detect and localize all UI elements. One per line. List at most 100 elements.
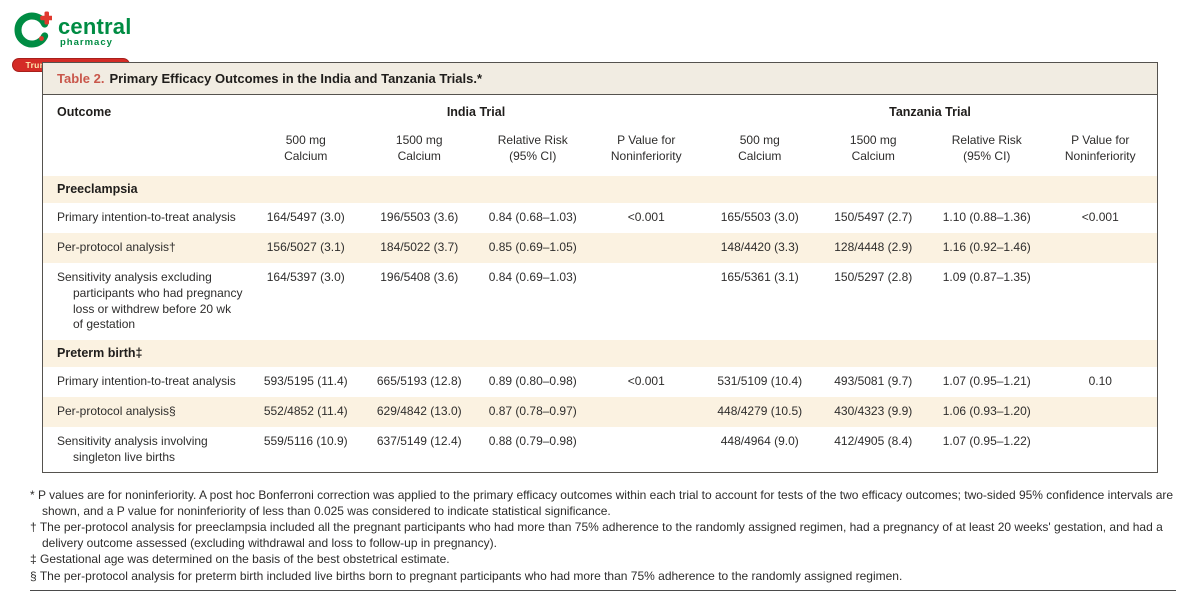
table-cell: 1.10 (0.88–1.36): [942, 210, 1031, 225]
col-header-line: P Value for: [617, 133, 676, 147]
table-cell: [590, 263, 704, 340]
table-cell: 493/5081 (9.7): [834, 374, 913, 389]
col-header-india-pvalue: P Value for Noninferiority: [590, 133, 704, 164]
table-number-label: Table 2.: [57, 71, 105, 86]
table-cell: [590, 233, 704, 263]
table-cell: 165/5361 (3.1): [720, 269, 799, 284]
table-row: Sensitivity analysis involving singleton…: [43, 427, 1157, 473]
tanzania-trial-group-header: Tanzania Trial: [889, 105, 971, 119]
footnote-symbol: §: [30, 568, 37, 583]
table-row: Per-protocol analysis† 156/5027 (3.1) 18…: [43, 233, 1157, 263]
table-cell: 196/5408 (3.6): [380, 269, 459, 284]
table-cell: 0.85 (0.69–1.05): [488, 240, 577, 255]
footnote: ‡ Gestational age was determined on the …: [30, 552, 1176, 568]
col-header-line: 500 mg: [285, 133, 326, 147]
col-header-line: Noninferiority: [610, 148, 682, 163]
table-cell: 559/5116 (10.9): [263, 433, 348, 448]
spacer-cell: [43, 133, 249, 164]
row-label: Per-protocol analysis§: [57, 403, 176, 418]
table-cell: [1044, 233, 1158, 263]
col-header-line: 1500 mg: [395, 133, 443, 147]
col-header-line: (95% CI): [509, 148, 557, 163]
table-cell: 448/4964 (9.0): [720, 433, 799, 448]
table-cell: <0.001: [627, 210, 665, 225]
col-header-india-500mg: 500 mg Calcium: [249, 133, 363, 164]
col-header-tanzania-pvalue: P Value for Noninferiority: [1044, 133, 1158, 164]
india-trial-group-header: India Trial: [446, 105, 506, 119]
table-cell: 448/4279 (10.5): [717, 403, 803, 418]
col-header-line: Calcium: [851, 148, 895, 163]
col-header-line: Calcium: [738, 148, 782, 163]
col-header-line: Noninferiority: [1064, 148, 1136, 163]
table-title-bar: Table 2. Primary Efficacy Outcomes in the…: [43, 63, 1157, 95]
table-cell: 148/4420 (3.3): [720, 240, 799, 255]
outcome-column-header: Outcome: [57, 105, 112, 119]
table-cell: 665/5193 (12.8): [376, 374, 462, 389]
footnote-text: The per-protocol analysis for preeclamps…: [39, 520, 1163, 550]
table-cell: 156/5027 (3.1): [266, 240, 345, 255]
plus-icon: [40, 11, 54, 25]
table-cell: <0.001: [1081, 210, 1119, 225]
table-row: Per-protocol analysis§ 552/4852 (11.4) 6…: [43, 396, 1158, 427]
footnote-text: Gestational age was determined on the ba…: [40, 552, 450, 567]
table-cell: [1044, 397, 1158, 427]
table-cell: 0.89 (0.80–0.98): [488, 374, 577, 389]
table-cell: 0.88 (0.79–0.98): [488, 433, 577, 448]
footnote: * P values are for noninferiority. A pos…: [30, 488, 1176, 519]
table-row: Primary intention-to-treat analysis 164/…: [43, 203, 1157, 233]
footnote-symbol: †: [30, 520, 37, 535]
table-cell: 531/5109 (10.4): [717, 374, 803, 389]
table-cell: 1.07 (0.95–1.22): [942, 433, 1031, 448]
col-header-line: (95% CI): [963, 148, 1011, 163]
table-cell: 1.07 (0.95–1.21): [942, 374, 1031, 389]
col-header-tanzania-500mg: 500 mg Calcium: [703, 133, 817, 164]
table-row: Primary intention-to-treat analysis 593/…: [43, 367, 1157, 397]
table-cell: 629/4842 (13.0): [376, 403, 462, 418]
table-cell: 196/5503 (3.6): [380, 210, 459, 225]
table-cell: 1.06 (0.93–1.20): [942, 403, 1031, 418]
table-cell: 0.84 (0.69–1.03): [488, 269, 577, 284]
col-header-tanzania-relative-risk: Relative Risk (95% CI): [930, 133, 1044, 164]
col-header-line: 1500 mg: [849, 133, 897, 147]
col-header-tanzania-1500mg: 1500 mg Calcium: [817, 133, 931, 164]
row-label: Primary intention-to-treat analysis: [57, 210, 236, 225]
table-cell: 165/5503 (3.0): [720, 210, 799, 225]
table-cell: 0.87 (0.78–0.97): [488, 403, 577, 418]
footnote: † The per-protocol analysis for preeclam…: [30, 520, 1176, 551]
table-cell: 150/5497 (2.7): [834, 210, 913, 225]
logo-brand-text: central: [58, 14, 132, 39]
col-header-line: Calcium: [397, 148, 441, 163]
table-title: Primary Efficacy Outcomes in the India a…: [109, 71, 482, 86]
row-label: Sensitivity analysis excluding participa…: [57, 269, 243, 332]
table-cell: <0.001: [627, 374, 665, 389]
table-cell: 184/5022 (3.7): [380, 240, 459, 255]
table-row: Sensitivity analysis excluding participa…: [43, 263, 1157, 340]
row-label: Sensitivity analysis involving singleton…: [57, 433, 208, 464]
table-group-header-row: Outcome India Trial Tanzania Trial: [43, 95, 1157, 121]
table-cell: 0.10: [1088, 374, 1112, 389]
efficacy-outcomes-table: Table 2. Primary Efficacy Outcomes in the…: [42, 62, 1158, 474]
table-cell: 430/4323 (9.9): [834, 403, 913, 418]
table-cell: 1.16 (0.92–1.46): [942, 240, 1031, 255]
table-cell: [590, 427, 704, 473]
table-cell: [1044, 263, 1158, 340]
footnote-text: P values are for noninferiority. A post …: [38, 488, 1174, 518]
table-cell: 552/4852 (11.4): [263, 403, 348, 418]
table-cell: 150/5297 (2.8): [834, 269, 913, 284]
row-label: Per-protocol analysis†: [57, 240, 176, 255]
footnote: § The per-protocol analysis for preterm …: [30, 569, 1176, 585]
col-header-line: Calcium: [284, 148, 328, 163]
logo-sub-text: pharmacy: [60, 37, 113, 48]
col-header-india-1500mg: 1500 mg Calcium: [363, 133, 477, 164]
footnote-text: The per-protocol analysis for preterm bi…: [39, 568, 903, 583]
table-cell: 0.84 (0.68–1.03): [488, 210, 577, 225]
col-header-line: Relative Risk: [951, 133, 1022, 147]
col-header-line: Relative Risk: [497, 133, 568, 147]
table-cell: 1.09 (0.87–1.35): [942, 269, 1031, 284]
row-label: Primary intention-to-treat analysis: [57, 374, 236, 389]
section-header-preterm-birth: Preterm birth‡: [43, 340, 1157, 368]
table-cell: 637/5149 (12.4): [376, 433, 462, 448]
col-header-line: P Value for: [1071, 133, 1130, 147]
table-column-header-row: 500 mg Calcium 1500 mg Calcium Relative Ri…: [43, 121, 1157, 176]
table-cell: 164/5397 (3.0): [266, 269, 345, 284]
